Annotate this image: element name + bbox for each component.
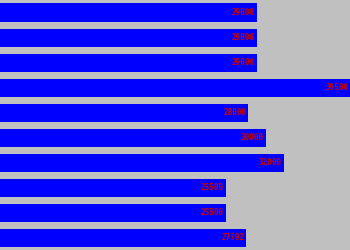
Bar: [0, 128, 266, 146]
Text: 39500: 39500: [325, 83, 348, 92]
Text: 29000: 29000: [232, 33, 255, 42]
Text: 29000: 29000: [232, 58, 255, 67]
Bar: [0, 178, 226, 196]
Bar: [0, 28, 257, 46]
Bar: [0, 54, 257, 72]
Text: 25500: 25500: [201, 208, 224, 217]
Bar: [0, 228, 246, 246]
Text: 28000: 28000: [223, 108, 246, 117]
Text: 29000: 29000: [232, 8, 255, 17]
Text: 30000: 30000: [241, 133, 264, 142]
Bar: [0, 78, 350, 96]
Bar: [0, 104, 248, 122]
Bar: [0, 4, 257, 22]
Bar: [0, 204, 226, 222]
Bar: [0, 154, 284, 172]
Text: 32000: 32000: [259, 158, 282, 167]
Text: 25500: 25500: [201, 183, 224, 192]
Text: 27792: 27792: [222, 233, 245, 242]
